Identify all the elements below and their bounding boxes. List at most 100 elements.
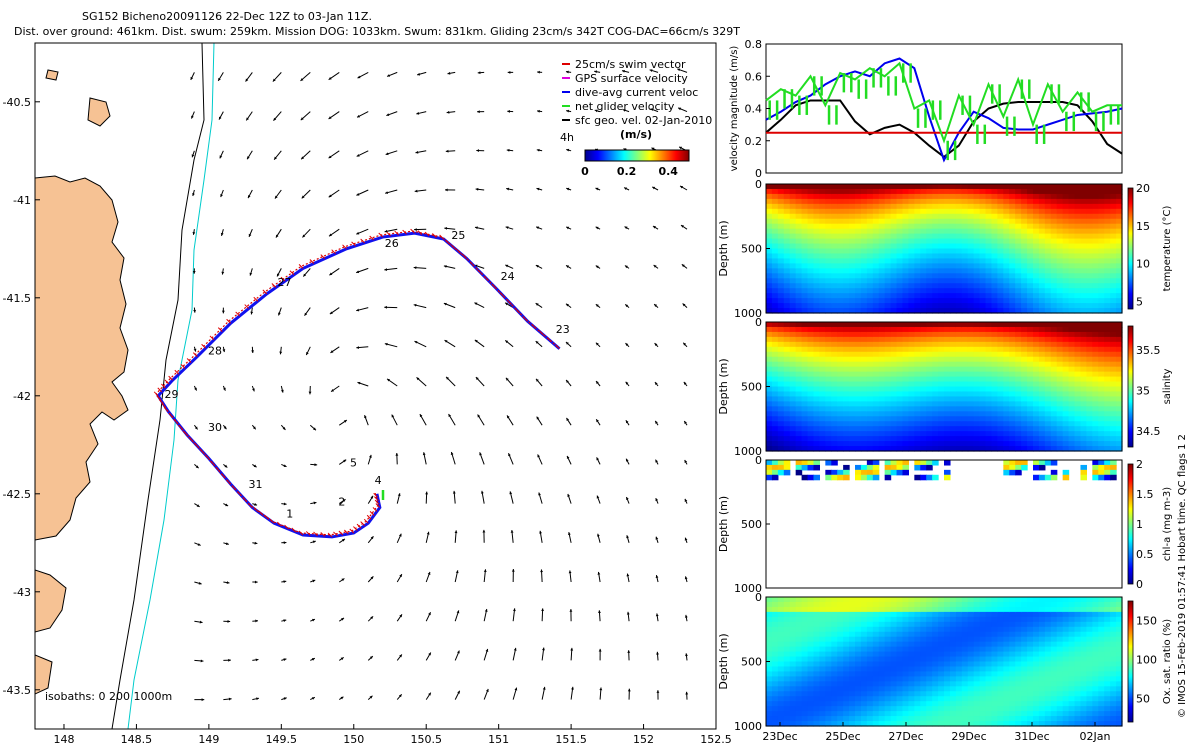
heatmap-cell bbox=[849, 701, 856, 707]
heatmap-cell bbox=[967, 406, 975, 412]
velocity-arrow-head bbox=[283, 697, 287, 700]
heatmap-cell bbox=[872, 421, 880, 427]
heatmap-cell bbox=[866, 376, 874, 383]
heatmap-cell bbox=[872, 431, 880, 437]
heatmap-cell bbox=[819, 336, 826, 343]
velocity-arrow-head bbox=[448, 414, 452, 418]
heatmap-cell bbox=[967, 184, 975, 190]
heatmap-cell bbox=[795, 464, 803, 471]
heatmap-cell bbox=[890, 646, 898, 653]
heatmap-cell bbox=[813, 233, 820, 240]
heatmap-cell bbox=[991, 298, 998, 304]
heatmap-cell bbox=[777, 258, 785, 264]
heatmap-cell bbox=[926, 278, 933, 284]
heatmap-cell bbox=[949, 243, 957, 250]
heatmap-cell bbox=[1062, 326, 1070, 333]
heatmap-cell bbox=[902, 646, 909, 653]
heatmap-cell bbox=[1003, 436, 1010, 442]
heatmap-cell bbox=[1092, 386, 1099, 393]
heatmap-cell bbox=[938, 361, 945, 368]
heatmap-cell bbox=[831, 248, 838, 255]
heatmap-cell bbox=[849, 238, 856, 245]
heatmap-cell bbox=[825, 421, 832, 427]
heatmap-cell bbox=[920, 666, 927, 673]
heatmap-cell bbox=[1044, 243, 1052, 250]
heatmap-cell bbox=[1050, 288, 1058, 294]
heatmap-cell bbox=[813, 711, 820, 717]
heatmap-cell bbox=[944, 283, 951, 289]
heatmap-cell bbox=[813, 691, 820, 697]
heatmap-cell bbox=[932, 258, 939, 264]
heatmap-cell bbox=[1086, 228, 1093, 235]
heatmap-cell bbox=[979, 336, 987, 343]
heatmap-cell bbox=[920, 188, 927, 195]
heatmap-cell bbox=[860, 711, 868, 717]
heatmap-cell bbox=[872, 248, 880, 255]
heatmap-cell bbox=[849, 656, 856, 663]
heatmap-cell bbox=[1044, 346, 1052, 353]
heatmap-cell bbox=[771, 213, 779, 220]
velocity-arrow-head bbox=[595, 226, 599, 230]
heatmap-cell bbox=[819, 356, 826, 363]
depth-tick-label: 500 bbox=[741, 518, 762, 531]
heatmap-cell bbox=[949, 396, 957, 402]
heatmap-cell bbox=[1074, 238, 1082, 245]
heatmap-cell bbox=[866, 406, 874, 412]
heatmap-cell bbox=[766, 203, 773, 210]
heatmap-cell bbox=[938, 666, 945, 673]
heatmap-cell bbox=[985, 198, 993, 205]
heatmap-cell bbox=[807, 686, 815, 692]
heatmap-cell bbox=[967, 278, 975, 284]
heatmap-cell bbox=[1021, 441, 1028, 447]
velocity-arrow-head bbox=[356, 270, 360, 274]
heatmap-cell bbox=[902, 676, 909, 682]
heatmap-cell bbox=[890, 606, 898, 613]
heatmap-cell bbox=[991, 351, 998, 358]
velocity-arrow-head bbox=[254, 580, 258, 584]
heatmap-cell bbox=[914, 356, 921, 363]
heatmap-cell bbox=[878, 406, 886, 412]
heatmap-cell bbox=[926, 198, 933, 205]
heatmap-cell bbox=[955, 431, 963, 437]
heatmap-cell bbox=[902, 441, 909, 447]
heatmap-cell bbox=[872, 268, 880, 274]
heatmap-cell bbox=[837, 283, 844, 289]
heatmap-cell bbox=[849, 396, 856, 402]
heatmap-cell bbox=[967, 416, 975, 422]
heatmap-cell bbox=[1056, 273, 1064, 279]
heatmap-cell bbox=[872, 341, 880, 348]
heatmap-cell bbox=[884, 298, 892, 304]
heatmap-cell bbox=[801, 621, 809, 628]
heatmap-cell bbox=[932, 218, 939, 225]
heatmap-cell bbox=[908, 184, 915, 190]
heatmap-cell bbox=[1092, 298, 1099, 304]
heatmap-cell bbox=[789, 681, 797, 687]
heatmap-cell bbox=[807, 356, 815, 363]
velocity-arrow-head bbox=[304, 312, 308, 316]
heatmap-cell bbox=[860, 469, 868, 476]
heatmap-cell bbox=[1080, 336, 1087, 343]
heatmap-cell bbox=[926, 298, 933, 304]
heatmap-cell bbox=[819, 243, 826, 250]
heatmap-cell bbox=[801, 268, 809, 274]
heatmap-cell bbox=[843, 391, 850, 398]
heatmap-cell bbox=[890, 198, 898, 205]
heatmap-cell bbox=[801, 666, 809, 673]
heatmap-cell bbox=[866, 656, 874, 663]
heatmap-cell bbox=[1104, 376, 1111, 383]
heatmap-cell bbox=[813, 646, 820, 653]
heatmap-cell bbox=[878, 213, 886, 220]
heatmap-cell bbox=[997, 396, 1004, 402]
heatmap-cell bbox=[872, 283, 880, 289]
heatmap-cell bbox=[831, 431, 838, 437]
heatmap-cell bbox=[908, 233, 915, 240]
heatmap-cell bbox=[766, 341, 773, 348]
heatmap-cell bbox=[884, 597, 892, 603]
velocity-arrow-head bbox=[514, 687, 518, 691]
heatmap-cell bbox=[831, 666, 838, 673]
velocity-arrow-head bbox=[277, 273, 280, 277]
heatmap-cell bbox=[1062, 238, 1070, 245]
heatmap-cell bbox=[843, 278, 850, 284]
heatmap-cell bbox=[920, 213, 927, 220]
heatmap-cell bbox=[985, 263, 993, 269]
